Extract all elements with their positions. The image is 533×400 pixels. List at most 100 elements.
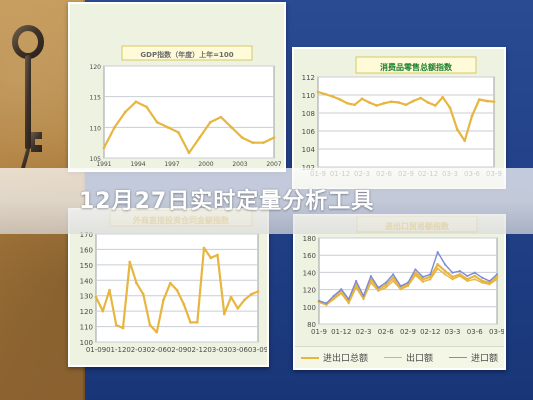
data-point-0 xyxy=(272,136,276,139)
data-point-1 xyxy=(429,278,432,281)
legend-line-total xyxy=(301,356,319,359)
retail-sales-chart: 消费品零售总额指数11211010810610410201-901-1202-3… xyxy=(302,56,502,178)
chart-title: GDP指数（年度）上年=100 xyxy=(140,50,233,59)
data-point-0 xyxy=(470,114,474,118)
data-point-0 xyxy=(243,298,246,302)
data-point-0 xyxy=(345,101,349,105)
data-point-0 xyxy=(134,100,138,104)
data-point-0 xyxy=(187,151,191,155)
data-point-1 xyxy=(495,278,499,281)
data-point-0 xyxy=(426,101,430,104)
data-point-2 xyxy=(421,275,424,278)
data-point-0 xyxy=(492,100,496,104)
x-tick-label: 01-12 xyxy=(106,346,126,354)
data-point-0 xyxy=(208,120,212,124)
data-point-0 xyxy=(94,295,98,299)
data-point-0 xyxy=(455,128,459,131)
data-point-0 xyxy=(121,326,125,330)
page-title: 12月27日实时定量分析工具 xyxy=(79,189,375,214)
x-tick-label: 01-9 xyxy=(311,328,327,336)
data-point-1 xyxy=(458,274,462,278)
data-point-0 xyxy=(222,312,226,316)
x-tick-label: 02-03 xyxy=(126,346,146,354)
x-tick-label: 1991 xyxy=(96,161,111,168)
data-point-2 xyxy=(451,271,454,274)
x-tick-label: 02-06 xyxy=(147,346,168,354)
data-point-2 xyxy=(392,273,395,276)
legend-line-export xyxy=(383,357,402,358)
data-point-0 xyxy=(168,281,172,285)
data-point-0 xyxy=(162,298,165,302)
data-point-2 xyxy=(362,294,365,297)
data-point-0 xyxy=(463,139,467,143)
y-tick-label: 110 xyxy=(80,324,93,332)
data-point-2 xyxy=(414,268,417,271)
data-point-0 xyxy=(451,275,454,279)
x-tick-label: 03-3 xyxy=(445,328,461,336)
data-point-0 xyxy=(384,283,388,287)
data-point-0 xyxy=(195,320,199,324)
data-point-1 xyxy=(451,278,454,281)
data-point-1 xyxy=(414,274,417,277)
y-tick-label: 80 xyxy=(307,321,316,329)
plot-area xyxy=(317,76,495,168)
chart-title: 消费品零售总额指数 xyxy=(380,62,453,72)
data-point-0 xyxy=(209,256,213,260)
data-point-0 xyxy=(189,320,192,324)
legend-item-export: 出口额 xyxy=(383,351,433,364)
data-point-1 xyxy=(392,279,395,283)
data-point-0 xyxy=(176,131,180,134)
y-tick-label: 160 xyxy=(303,252,316,260)
y-tick-label: 160 xyxy=(80,246,93,254)
data-point-1 xyxy=(377,289,380,293)
y-tick-label: 106 xyxy=(302,128,316,136)
retail-sales-panel: 消费品零售总额指数11211010810610410201-901-1202-3… xyxy=(292,47,506,189)
data-point-0 xyxy=(419,96,423,100)
plot-area xyxy=(103,65,275,159)
data-point-0 xyxy=(473,274,477,278)
data-point-0 xyxy=(240,136,244,139)
data-point-0 xyxy=(182,302,186,306)
data-point-2 xyxy=(458,269,462,273)
data-point-0 xyxy=(113,125,117,129)
x-tick-label: 2007 xyxy=(266,161,281,168)
data-point-0 xyxy=(256,290,260,293)
data-point-0 xyxy=(141,292,145,296)
data-point-0 xyxy=(443,269,447,273)
data-point-0 xyxy=(236,306,240,310)
data-point-0 xyxy=(331,95,335,98)
data-point-1 xyxy=(466,279,469,283)
data-point-0 xyxy=(382,101,386,105)
data-point-0 xyxy=(485,99,489,103)
data-point-1 xyxy=(399,288,402,291)
data-point-2 xyxy=(436,250,439,254)
y-tick-label: 120 xyxy=(90,64,102,71)
data-point-0 xyxy=(316,90,320,94)
data-point-1 xyxy=(384,286,387,289)
data-point-1 xyxy=(481,281,484,284)
legend-item-import: 进口额 xyxy=(448,351,498,364)
data-point-0 xyxy=(219,115,223,119)
trade-legend: 进出口总额 出口额 进口额 xyxy=(295,346,504,368)
x-tick-label: 2003 xyxy=(232,161,247,168)
data-point-1 xyxy=(362,298,365,301)
data-point-1 xyxy=(473,278,476,281)
data-point-0 xyxy=(123,110,127,114)
y-tick-label: 104 xyxy=(302,146,316,154)
legend-label-total: 进出口总额 xyxy=(323,354,369,364)
y-tick-label: 180 xyxy=(303,235,316,243)
y-tick-label: 115 xyxy=(90,95,102,102)
data-point-2 xyxy=(488,279,491,283)
data-point-0 xyxy=(148,323,152,327)
x-tick-label: 03-9 xyxy=(489,328,504,336)
y-tick-label: 140 xyxy=(80,277,93,285)
data-point-1 xyxy=(443,273,447,276)
x-tick-label: 03-09 xyxy=(248,346,267,354)
data-point-2 xyxy=(347,298,350,301)
data-point-0 xyxy=(323,92,327,96)
x-tick-label: 03-6 xyxy=(467,328,483,336)
x-tick-label: 01-09 xyxy=(86,346,106,354)
y-tick-label: 130 xyxy=(80,293,93,301)
x-tick-label: 02-12 xyxy=(187,346,207,354)
